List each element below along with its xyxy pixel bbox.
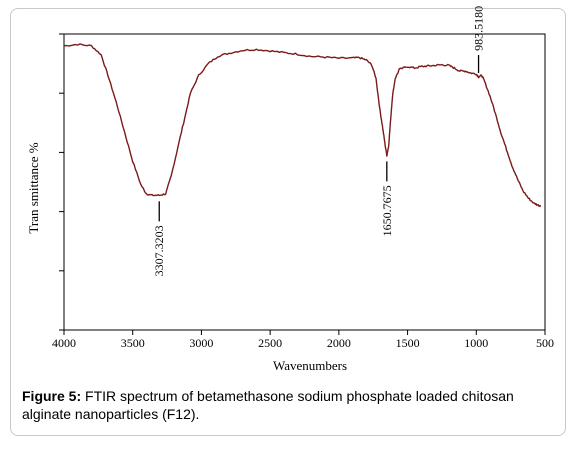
figure-frame [10,8,566,436]
y-axis-title: Tran smittance % [26,142,41,233]
chart-marks: 3307.3203 1650.7675 983.5180 [63,6,542,276]
plot-border [63,33,546,331]
peak-label: 1650.7675 [380,185,394,236]
caption-label: Figure 5: [22,388,82,404]
spectrum-line [63,43,542,208]
x-tick-label: 2500 [258,336,282,350]
x-tick-label: 1000 [464,336,488,350]
x-axis-title: Wavenumbers [273,358,347,373]
x-tick-label: 3500 [121,336,145,350]
x-tick-label: 4000 [52,336,76,350]
peak-label: 983.5180 [472,6,486,51]
chart-axes: 4000 3500 3000 2500 2000 1500 1000 500 [52,33,554,350]
x-tick-label: 500 [536,336,554,350]
x-tick-label: 1500 [396,336,420,350]
caption-text: FTIR spectrum of betamethasone sodium ph… [22,388,514,422]
x-tick-label: 2000 [327,336,351,350]
x-tick-label: 3000 [189,336,213,350]
peak-label: 3307.3203 [152,225,166,276]
figure-caption: Figure 5: FTIR spectrum of betamethasone… [22,387,562,423]
